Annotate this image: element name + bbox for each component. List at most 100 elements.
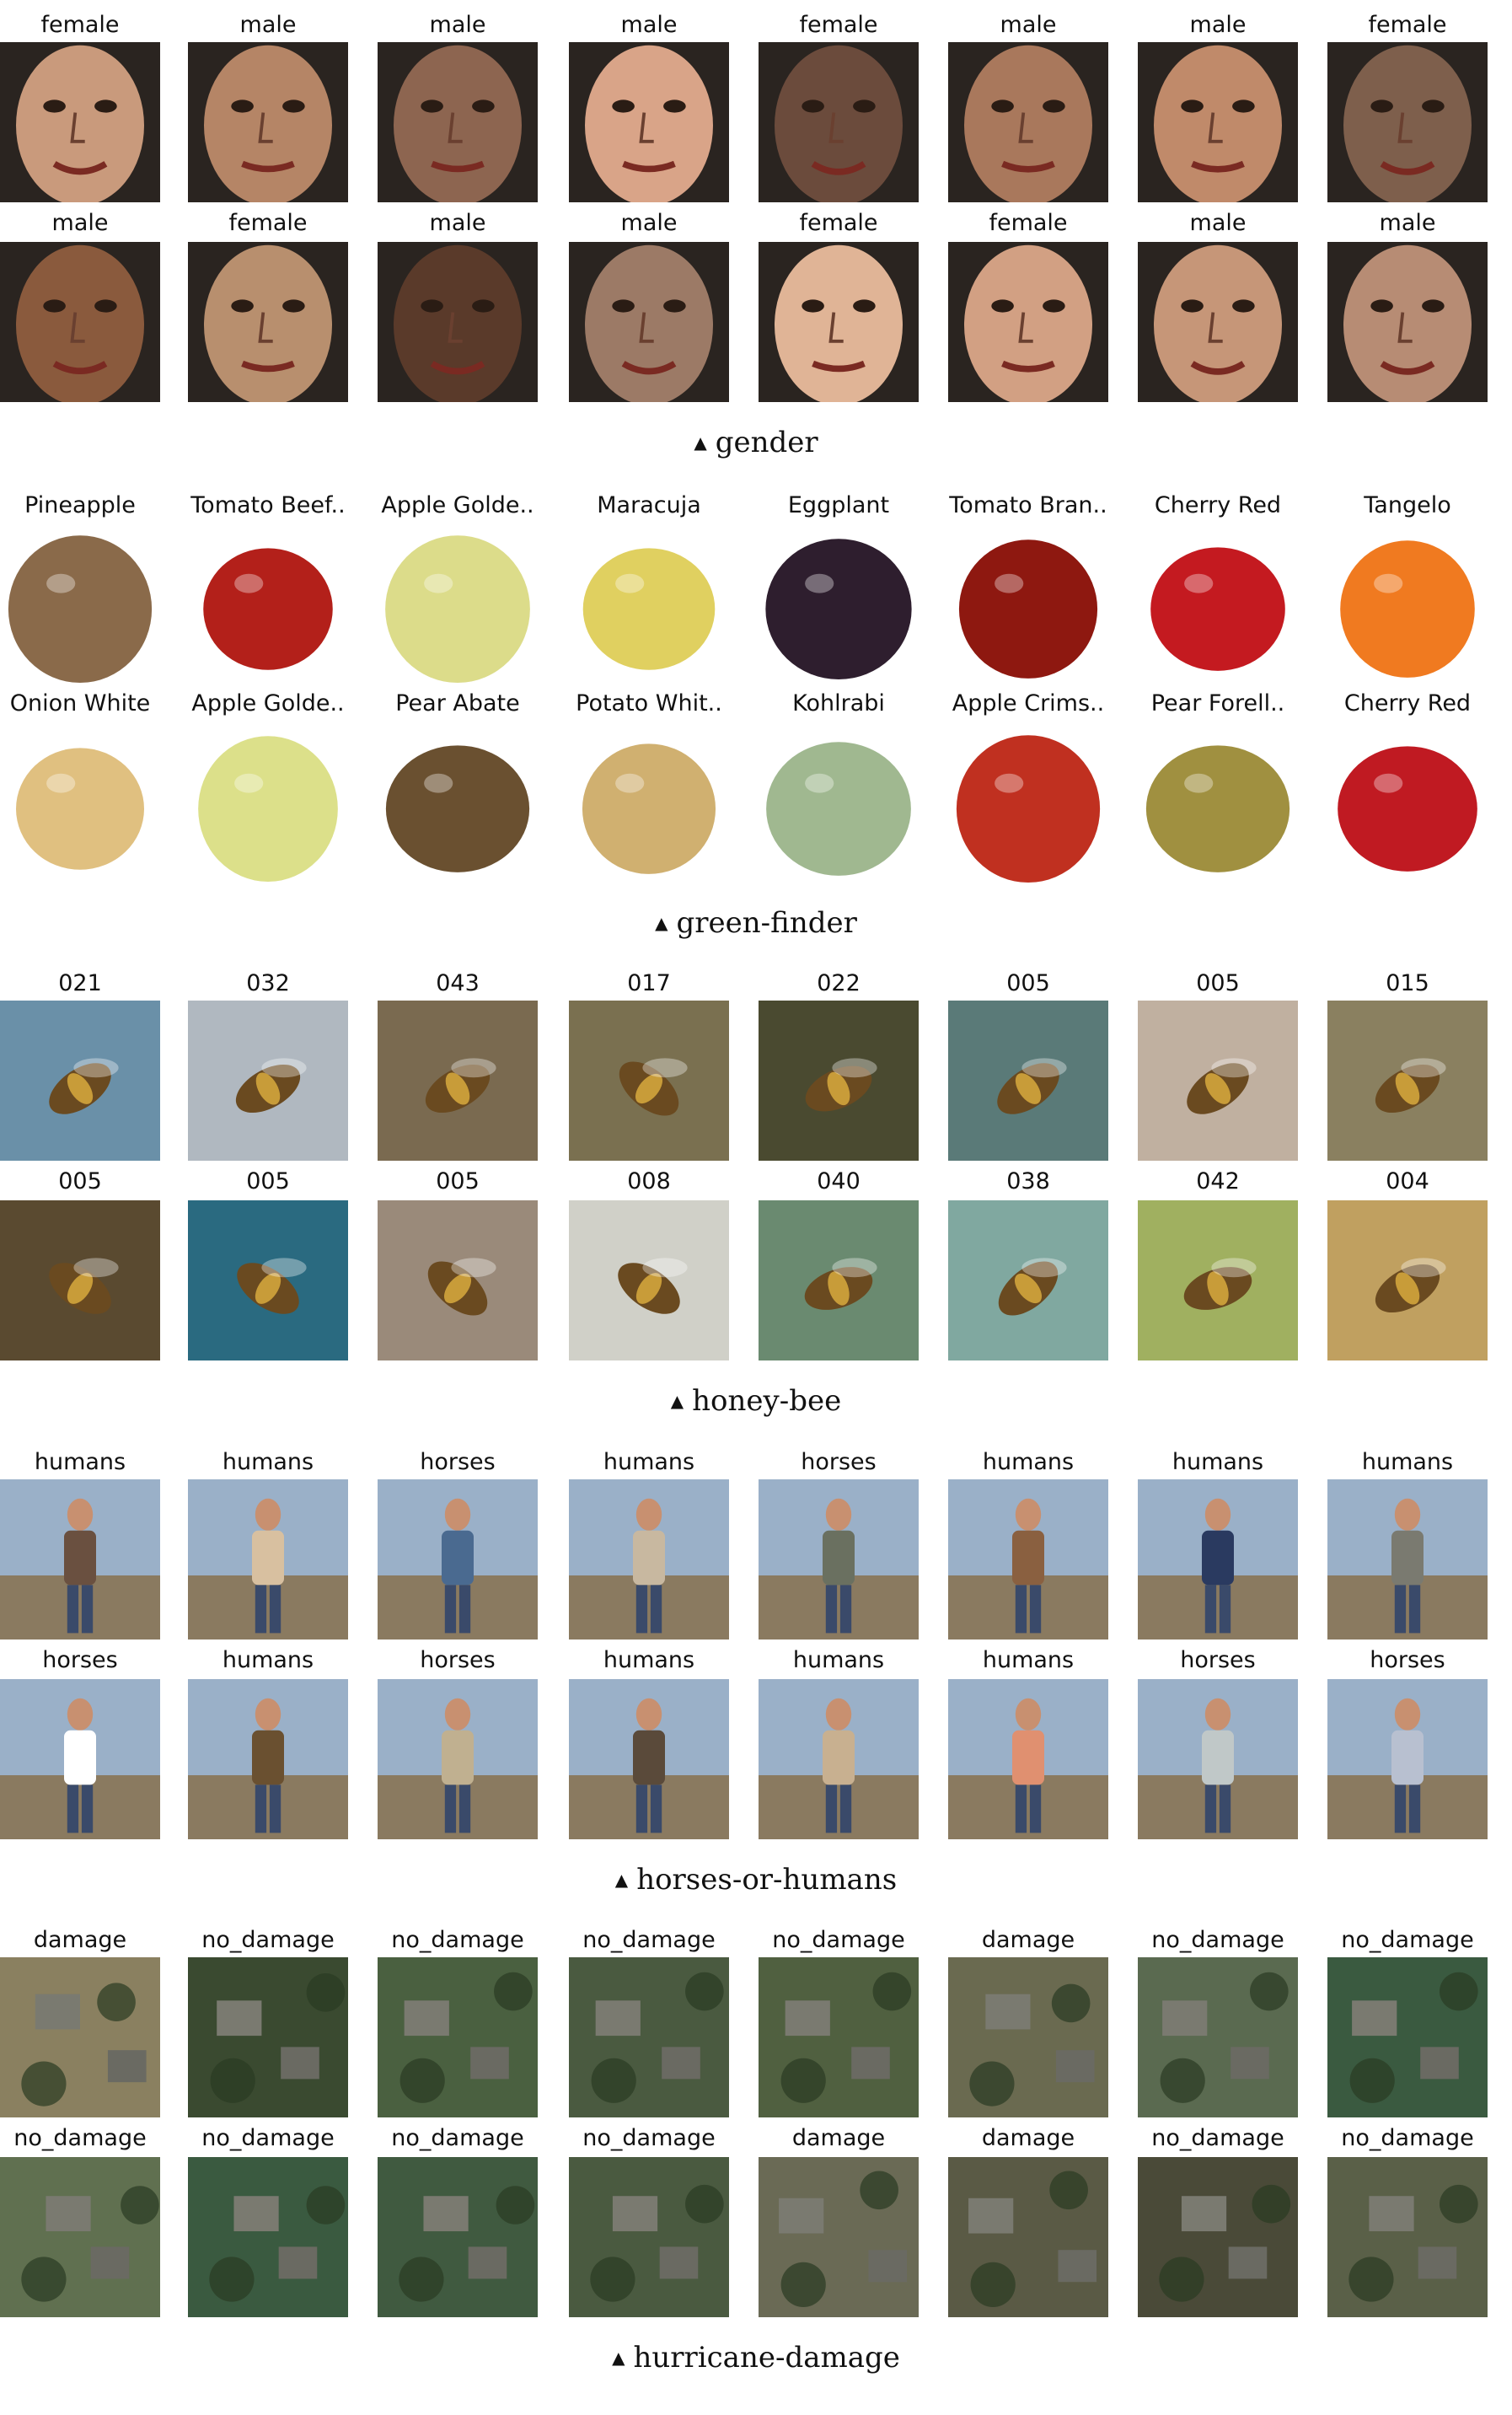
sample-label: no_damage — [201, 2125, 335, 2151]
sample-label: Potato Whit.. — [576, 690, 722, 716]
sample-image — [569, 1200, 729, 1360]
sample-label: 008 — [627, 1168, 671, 1194]
sample-cell: humans — [188, 1437, 348, 1842]
sample-image — [1327, 1200, 1488, 1360]
sample-label: Cherry Red — [1154, 492, 1282, 518]
sample-cell: Tomato Bran.. — [948, 480, 1108, 885]
sample-image — [1327, 1679, 1488, 1839]
sample-label: no_damage — [13, 2125, 147, 2151]
triangle-up-icon: ▲ — [655, 913, 668, 933]
sample-cell: 038 — [948, 958, 1108, 1363]
sample-cell: male — [948, 0, 1108, 405]
sample-image — [948, 42, 1108, 202]
sample-cell: male — [378, 0, 538, 405]
sample-label: female — [989, 210, 1068, 236]
sample-cell: no_damage — [759, 1915, 919, 2320]
sample-image — [0, 42, 160, 202]
sample-cell: male — [1327, 0, 1488, 405]
sample-image — [948, 2157, 1108, 2317]
sample-cell: damage — [948, 1915, 1108, 2320]
sample-image — [188, 1479, 348, 1640]
sample-cell: no_damage — [1327, 1915, 1488, 2320]
sample-cell: 005 — [1138, 958, 1298, 1363]
sample-image — [188, 523, 348, 683]
sample-cell: male — [1138, 0, 1298, 405]
sample-image — [1138, 1957, 1298, 2117]
sample-cell: no_damage — [378, 1915, 538, 2320]
sample-image — [1327, 42, 1488, 202]
sample-label: humans — [792, 1647, 885, 1673]
triangle-up-icon: ▲ — [694, 432, 707, 453]
section-green-finder: Pineapple Tomato Beef.. Apple Golde.. Marac… — [0, 480, 1512, 961]
sample-cell: female — [759, 0, 919, 405]
sample-image — [759, 1957, 919, 2117]
sample-cell: female — [0, 0, 160, 405]
sample-cell: 005 — [378, 958, 538, 1363]
sample-image — [0, 523, 160, 683]
sample-cell: Eggplant — [759, 480, 919, 885]
sample-image — [948, 1957, 1108, 2117]
sample-label: Onion White — [9, 690, 151, 716]
sample-image — [0, 2157, 160, 2317]
sample-image — [759, 2157, 919, 2317]
sample-cell: Pear Forell.. — [1138, 480, 1298, 885]
sample-label: horses — [420, 1449, 496, 1475]
sample-label: Cherry Red — [1343, 690, 1472, 716]
sample-label: humans — [222, 1449, 314, 1475]
sample-image — [1138, 1479, 1298, 1640]
sample-label: 032 — [246, 970, 290, 996]
sample-label: male — [429, 12, 486, 38]
sample-image — [188, 42, 348, 202]
caption-text: horses-or-humans — [636, 1863, 898, 1897]
sample-cell: humans — [569, 1437, 729, 1842]
sample-cell: 008 — [569, 958, 729, 1363]
sample-cell: humans — [948, 1437, 1108, 1842]
sample-cell: Onion White — [0, 480, 160, 885]
sample-image — [1327, 2157, 1488, 2317]
sample-image — [759, 42, 919, 202]
sample-image — [1138, 523, 1298, 683]
sample-label: male — [51, 210, 109, 236]
sample-label: horses — [801, 1449, 877, 1475]
section-caption: ▲ hurricane-damage — [0, 2341, 1512, 2375]
sample-image — [378, 1479, 538, 1640]
sample-image — [188, 242, 348, 402]
sample-cell: horses — [378, 1437, 538, 1842]
sample-label: 005 — [436, 1168, 480, 1194]
sample-label: male — [1189, 210, 1247, 236]
sample-image — [1138, 1679, 1298, 1839]
sample-label: no_damage — [582, 2125, 716, 2151]
sample-cell: no_damage — [378, 1915, 538, 2320]
sample-label: male — [620, 210, 678, 236]
sample-label: Pear Abate — [395, 690, 520, 716]
sample-image — [569, 1679, 729, 1839]
sample-label: male — [1379, 210, 1436, 236]
triangle-up-icon: ▲ — [614, 1870, 629, 1890]
sample-label: 017 — [627, 970, 671, 996]
sample-image — [759, 523, 919, 683]
sample-image — [188, 1957, 348, 2117]
sample-image — [759, 1001, 919, 1161]
sample-cell: Pear Abate — [378, 480, 538, 885]
sample-label: humans — [982, 1449, 1075, 1475]
sample-image — [0, 1200, 160, 1360]
sample-image — [188, 1001, 348, 1161]
sample-image — [569, 722, 729, 883]
sample-image — [0, 1679, 160, 1839]
sample-cell: Apple Crims.. — [948, 480, 1108, 885]
sample-label: horses — [420, 1647, 496, 1673]
sample-cell: no_damage — [188, 1915, 348, 2320]
sample-label: no_damage — [391, 1927, 524, 1953]
sample-image — [1327, 1957, 1488, 2117]
sample-image — [378, 1679, 538, 1839]
sample-label: humans — [603, 1449, 695, 1475]
sample-image — [759, 1679, 919, 1839]
sample-image — [759, 1479, 919, 1640]
sample-image — [948, 242, 1108, 402]
sample-label: 005 — [1006, 970, 1050, 996]
sample-label: male — [620, 12, 678, 38]
sample-cell: 015 — [1327, 958, 1488, 1363]
section-honey-bee: 021 032 043 017 022 005 005 015 005 005 005 008 040 0… — [0, 958, 1512, 1439]
sample-cell: 004 — [1327, 958, 1488, 1363]
sample-image — [569, 1001, 729, 1161]
